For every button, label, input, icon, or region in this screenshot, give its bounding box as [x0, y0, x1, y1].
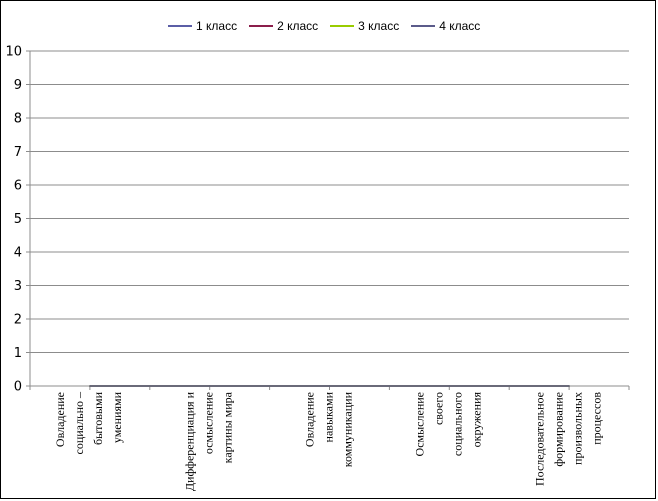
x-category-label-4-line-2: своего [432, 392, 446, 425]
legend-label-2: 2 класс [277, 19, 319, 33]
series-4-point-3 [328, 385, 331, 387]
legend-swatch-2 [249, 25, 274, 27]
x-category-label-5-line-2: формирование [551, 392, 565, 467]
x-category-label-2-line-3: картины мира [220, 391, 234, 463]
legend-item-4: 4 класс [411, 19, 480, 33]
legend-label-1: 1 класс [196, 19, 238, 33]
x-category-label-5-line-3: произвольных [570, 392, 584, 465]
legend-label-4: 4 класс [439, 19, 481, 33]
y-tick-label-5: 5 [14, 212, 22, 227]
x-category-label-1-line-3: бытовыми [91, 391, 105, 445]
series-4-point-1 [89, 385, 91, 387]
x-category-label-1-line-1: Овладение [53, 392, 67, 447]
x-category-label-5-line-4: процессов [589, 392, 603, 445]
legend-label-3: 3 класс [358, 19, 400, 33]
y-tick-label-10: 10 [5, 45, 22, 60]
y-tick-label-1: 1 [14, 346, 22, 361]
x-category-label-2-line-1: Дифференциация и [182, 391, 196, 491]
y-tick-label-4: 4 [14, 246, 22, 261]
x-category-label-1-line-4: умениями [110, 391, 124, 443]
legend-swatch-4 [411, 25, 436, 27]
x-category-label-1-line-2: социально – [72, 391, 86, 454]
legend-item-1: 1 класс [168, 19, 237, 33]
y-tick-label-8: 8 [14, 112, 22, 127]
x-category-label-3-line-3: коммуникации [340, 391, 354, 467]
legend-item-3: 3 класс [330, 19, 399, 33]
x-category-label-5-line-1: Последовательное [532, 392, 546, 486]
legend-item-2: 2 класс [249, 19, 318, 33]
y-tick-label-0: 0 [14, 380, 22, 395]
series-4-point-2 [208, 385, 211, 387]
y-tick-label-3: 3 [14, 279, 22, 294]
series-4-point-4 [448, 385, 451, 387]
x-category-label-3-line-1: Овладение [302, 392, 316, 447]
legend-swatch-1 [168, 25, 192, 27]
y-tick-label-9: 9 [14, 78, 22, 93]
legend-swatch-3 [330, 25, 355, 27]
x-category-label-3-line-2: навыками [321, 391, 335, 442]
y-tick-label-7: 7 [14, 145, 22, 160]
y-tick-label-6: 6 [14, 179, 22, 194]
x-category-label-4-line-3: социального [451, 392, 465, 456]
x-category-label-2-line-2: осмысление [201, 392, 215, 454]
x-category-label-4-line-4: окружения [470, 392, 484, 448]
x-category-label-4-line-1: Осмысление [413, 392, 427, 456]
series-4-point-5 [568, 385, 570, 387]
y-tick-label-2: 2 [14, 313, 22, 328]
chart-legend: 1 класс 2 класс 3 класс 4 класс [168, 16, 480, 36]
